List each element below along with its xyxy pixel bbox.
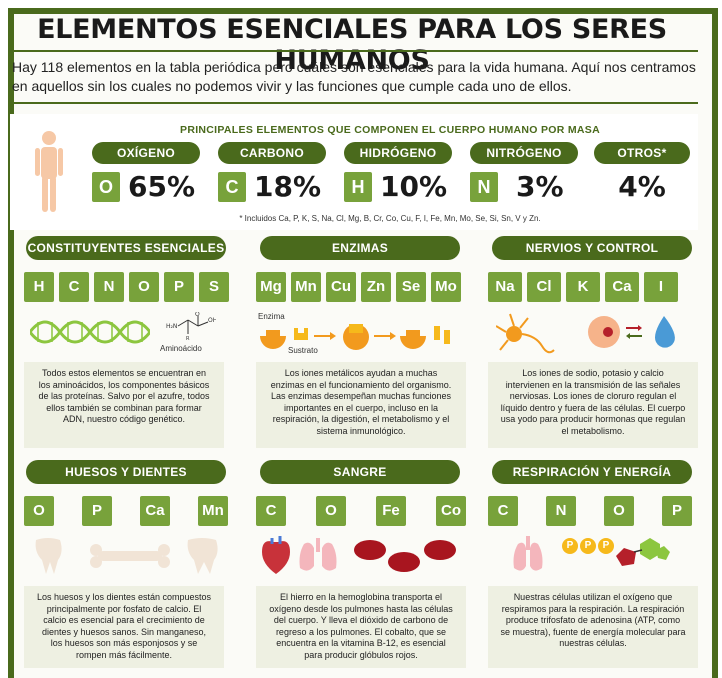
element-symbol: N <box>470 171 498 202</box>
heart-lungs-blood-cells-icon <box>262 536 456 574</box>
svg-text:R: R <box>186 336 190 340</box>
element-tile: Mo <box>431 272 461 302</box>
enzyme-label: Enzima <box>258 312 285 321</box>
lungs-icon <box>513 536 543 571</box>
atp-molecule-icon <box>616 538 670 566</box>
section-heading: SANGRE <box>260 460 460 484</box>
element-tile: P <box>82 496 112 526</box>
element-tile: Mg <box>256 272 286 302</box>
section-enzymes: ENZIMAS <box>254 236 466 260</box>
element-tile: Cl <box>527 272 561 302</box>
page-title: ELEMENTOS ESENCIALES PARA LOS SERES HUMA… <box>37 14 667 76</box>
element-name: OXÍGENO <box>92 142 200 164</box>
svg-text:OH: OH <box>208 317 216 324</box>
element-tile: N <box>94 272 124 302</box>
element-tile: H <box>24 272 54 302</box>
intro-text: Hay 118 elementos en la tabla periódica … <box>12 59 696 94</box>
element-tile: O <box>24 496 54 526</box>
symbol-tiles-nerves: Na Cl K Ca I <box>488 272 678 302</box>
section-nerves-control: NERVIOS Y CONTROL <box>486 236 698 260</box>
intro-divider <box>10 102 698 104</box>
section-description: El hierro en la hemoglobina transporta e… <box>256 586 466 668</box>
element-tile: P <box>164 272 194 302</box>
dna-helix-icon <box>30 320 150 344</box>
element-tile: O <box>129 272 159 302</box>
element-tile: K <box>566 272 600 302</box>
substrate-label: Sustrato <box>288 346 318 355</box>
bone-and-teeth-icon <box>35 538 218 574</box>
element-tile: C <box>59 272 89 302</box>
section-heading: ENZIMAS <box>260 236 460 260</box>
section-description: Nuestras células utilizan el oxígeno que… <box>488 586 698 668</box>
element-symbol: C <box>218 171 246 202</box>
section-description: Los iones metálicos ayudan a muchas enzi… <box>256 362 466 448</box>
nerve-cell-icon <box>496 313 675 354</box>
phosphate-label: P <box>562 538 578 554</box>
element-percent: 65% <box>128 170 196 203</box>
element-tile: S <box>199 272 229 302</box>
element-tile: Ca <box>605 272 639 302</box>
svg-text:O: O <box>195 312 200 318</box>
element-tile: Na <box>488 272 522 302</box>
symbol-tiles-blood: C O Fe Co <box>256 496 466 526</box>
element-symbol: O <box>92 171 120 202</box>
element-name: OTROS* <box>594 142 690 164</box>
element-tile: C <box>256 496 286 526</box>
element-tile: Zn <box>361 272 391 302</box>
amino-acid-structure-icon: H₂N OH O R <box>166 312 216 340</box>
mass-element-oxygen: OXÍGENO O 65% <box>92 142 200 203</box>
element-percent: 4% <box>618 170 666 203</box>
element-symbol: H <box>344 171 372 202</box>
mass-element-hydrogen: HIDRÓGENO H 10% <box>344 142 452 203</box>
element-percent: 3% <box>516 170 564 203</box>
element-tile: O <box>604 496 634 526</box>
human-figure-icon <box>35 131 63 212</box>
symbol-tiles-bones: O P Ca Mn <box>24 496 228 526</box>
mass-title: PRINCIPALES ELEMENTOS QUE COMPONEN EL CU… <box>180 124 600 136</box>
section-heading: NERVIOS Y CONTROL <box>492 236 692 260</box>
svg-text:H₂N: H₂N <box>166 323 177 330</box>
title-divider <box>10 50 698 52</box>
enzyme-substrate-diagram-icon <box>260 324 450 350</box>
atp-phosphate-chain: P P P <box>562 538 614 554</box>
element-name: CARBONO <box>218 142 326 164</box>
phosphate-label: P <box>580 538 596 554</box>
section-description: Los huesos y los dientes están compuesto… <box>24 586 224 668</box>
mass-footnote: * Incluidos Ca, P, K, S, Na, Cl, Mg, B, … <box>239 214 541 223</box>
section-description: Todos estos elementos se encuentran en l… <box>24 362 224 448</box>
section-heading: HUESOS Y DIENTES <box>26 460 226 484</box>
amino-acid-label: Aminoácido <box>160 344 202 353</box>
section-blood: SANGRE <box>254 460 466 484</box>
symbol-tiles-essential: H C N O P S <box>24 272 229 302</box>
element-tile: I <box>644 272 678 302</box>
element-tile: N <box>546 496 576 526</box>
element-tile: Mn <box>291 272 321 302</box>
section-bones-teeth: HUESOS Y DIENTES <box>20 460 232 484</box>
symbol-tiles-enzymes: Mg Mn Cu Zn Se Mo <box>256 272 461 302</box>
element-percent: 10% <box>380 170 448 203</box>
element-tile: Cu <box>326 272 356 302</box>
section-description: Los iones de sodio, potasio y calcio int… <box>488 362 698 448</box>
element-tile: O <box>316 496 346 526</box>
element-percent: 18% <box>254 170 322 203</box>
element-tile: Co <box>436 496 466 526</box>
element-name: NITRÓGENO <box>470 142 578 164</box>
element-tile: Fe <box>376 496 406 526</box>
element-tile: Se <box>396 272 426 302</box>
symbol-tiles-respiration: C N O P <box>488 496 692 526</box>
mass-element-others: OTROS* 4% <box>594 142 690 203</box>
element-tile: P <box>662 496 692 526</box>
section-heading: CONSTITUYENTES ESENCIALES <box>26 236 226 260</box>
mass-element-carbon: CARBONO C 18% <box>218 142 326 203</box>
mass-element-nitrogen: NITRÓGENO N 3% <box>470 142 578 203</box>
section-heading: RESPIRACIÓN Y ENERGÍA <box>492 460 692 484</box>
element-tile: Mn <box>198 496 228 526</box>
element-tile: Ca <box>140 496 170 526</box>
body-composition-panel: PRINCIPALES ELEMENTOS QUE COMPONEN EL CU… <box>10 114 698 230</box>
element-name: HIDRÓGENO <box>344 142 452 164</box>
section-essential-constituents: CONSTITUYENTES ESENCIALES <box>20 236 232 260</box>
section-respiration-energy: RESPIRACIÓN Y ENERGÍA <box>486 460 698 484</box>
element-tile: C <box>488 496 518 526</box>
phosphate-label: P <box>598 538 614 554</box>
